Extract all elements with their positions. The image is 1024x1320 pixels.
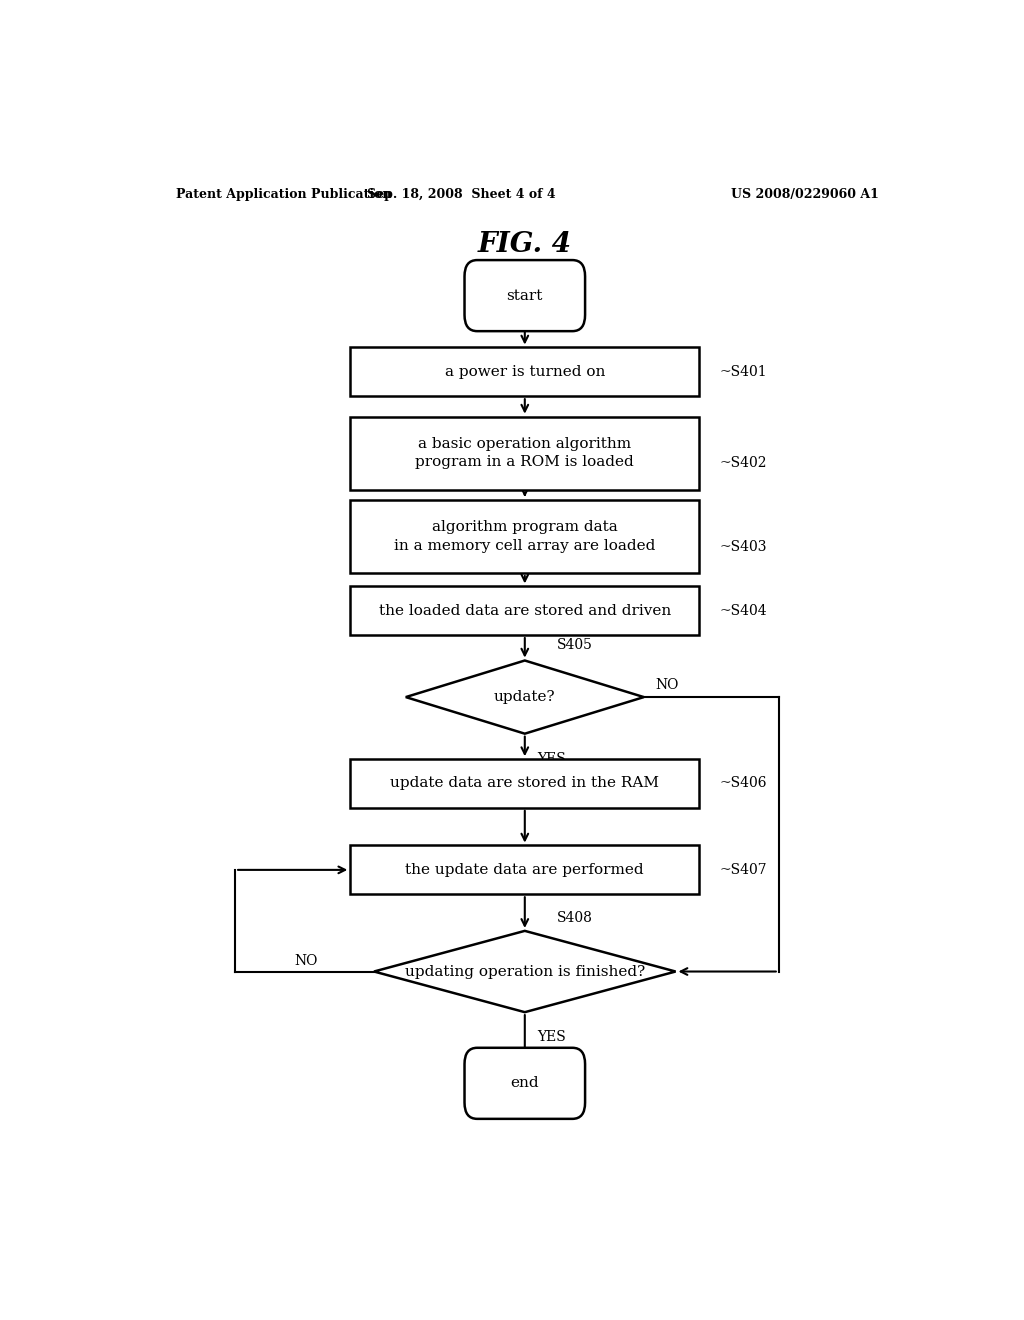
- Bar: [350, 759, 699, 808]
- FancyBboxPatch shape: [465, 1048, 585, 1119]
- Text: algorithm program data
in a memory cell array are loaded: algorithm program data in a memory cell …: [394, 520, 655, 553]
- Text: S408: S408: [557, 911, 593, 925]
- Text: ~S406: ~S406: [719, 776, 767, 791]
- Bar: [350, 347, 699, 396]
- Text: ~S402: ~S402: [719, 457, 767, 470]
- Bar: [350, 846, 699, 894]
- Text: US 2008/0229060 A1: US 2008/0229060 A1: [731, 189, 879, 202]
- Text: ~S404: ~S404: [719, 603, 767, 618]
- Polygon shape: [374, 931, 676, 1012]
- Text: NO: NO: [295, 954, 318, 969]
- Bar: [350, 586, 699, 635]
- Text: ~S401: ~S401: [719, 364, 767, 379]
- Text: ~S403: ~S403: [719, 540, 767, 553]
- Text: update data are stored in the RAM: update data are stored in the RAM: [390, 776, 659, 791]
- Text: start: start: [507, 289, 543, 302]
- Text: Sep. 18, 2008  Sheet 4 of 4: Sep. 18, 2008 Sheet 4 of 4: [367, 189, 556, 202]
- Text: Patent Application Publication: Patent Application Publication: [176, 189, 391, 202]
- Bar: [350, 417, 699, 490]
- Text: NO: NO: [655, 678, 679, 692]
- Text: FIG. 4: FIG. 4: [478, 231, 571, 259]
- Text: S405: S405: [557, 639, 593, 652]
- Text: YES: YES: [537, 752, 565, 766]
- Bar: [350, 500, 699, 573]
- FancyBboxPatch shape: [465, 260, 585, 331]
- Text: end: end: [511, 1076, 539, 1090]
- Text: updating operation is finished?: updating operation is finished?: [404, 965, 645, 978]
- Text: a power is turned on: a power is turned on: [444, 364, 605, 379]
- Text: YES: YES: [537, 1031, 565, 1044]
- Text: the loaded data are stored and driven: the loaded data are stored and driven: [379, 603, 671, 618]
- Text: update?: update?: [494, 690, 556, 704]
- Text: a basic operation algorithm
program in a ROM is loaded: a basic operation algorithm program in a…: [416, 437, 634, 470]
- Text: ~S407: ~S407: [719, 863, 767, 876]
- Text: the update data are performed: the update data are performed: [406, 863, 644, 876]
- Polygon shape: [406, 660, 644, 734]
